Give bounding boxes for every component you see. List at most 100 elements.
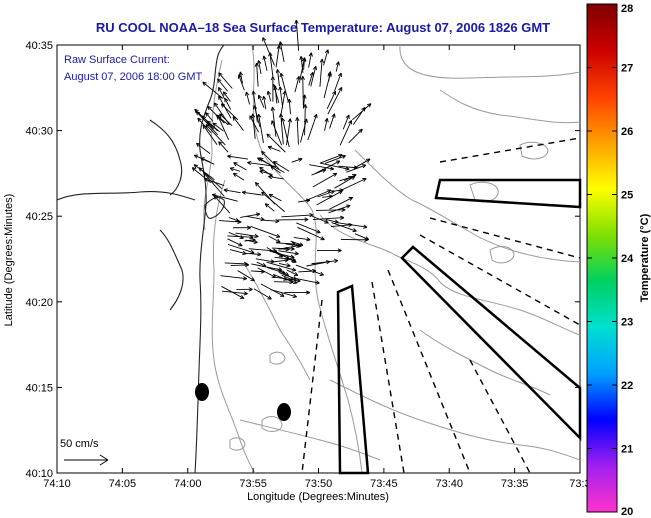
current-vector <box>308 52 313 68</box>
contour-inner-1 <box>211 179 256 474</box>
x-tick-label: 73:55 <box>239 478 267 490</box>
current-vector <box>227 243 255 254</box>
current-vector <box>315 160 341 174</box>
current-vector <box>298 57 306 84</box>
plot-frame <box>56 44 581 474</box>
current-vector <box>311 215 329 224</box>
current-vector <box>324 154 346 164</box>
current-vector <box>227 238 243 247</box>
radial-3 <box>387 269 471 474</box>
y-tick-label: 40:35 <box>25 40 53 52</box>
current-vector <box>340 237 369 242</box>
current-vector <box>335 61 340 72</box>
contour-shelf-5 <box>439 89 581 124</box>
current-vector <box>218 141 229 153</box>
x-tick-label: 73:40 <box>435 478 463 490</box>
colorbar-tick-label: 25 <box>621 190 633 202</box>
current-vector <box>297 226 325 241</box>
current-vector <box>259 166 274 177</box>
contour-blob-3 <box>489 246 515 264</box>
radial-1 <box>301 299 323 474</box>
current-vector <box>296 222 321 234</box>
current-vector <box>267 145 281 152</box>
current-vector <box>259 157 271 166</box>
coastline-land <box>56 191 196 201</box>
swath-horizontal <box>434 178 582 209</box>
current-vector <box>279 72 289 102</box>
current-vector <box>327 86 343 115</box>
current-vector <box>312 172 338 188</box>
current-vector <box>205 124 226 146</box>
radial-4 <box>419 234 581 326</box>
current-vector <box>203 172 225 197</box>
current-vector <box>198 167 223 190</box>
coastline-main <box>194 44 225 474</box>
current-vector <box>270 165 281 174</box>
current-vector <box>254 62 259 87</box>
contour-outer-2 <box>419 329 551 396</box>
x-tick-label: 73:35 <box>501 478 529 490</box>
current-vector <box>235 232 259 239</box>
current-vector <box>275 250 290 260</box>
current-vector <box>245 215 265 222</box>
current-vector <box>218 86 225 100</box>
current-vector <box>272 83 280 104</box>
current-vector <box>262 37 275 66</box>
current-vector <box>232 116 244 131</box>
contour-shelf-4 <box>319 214 581 336</box>
current-vector <box>263 218 280 224</box>
current-vector <box>329 113 336 129</box>
current-vector <box>352 103 372 121</box>
x-tick-label: 74:00 <box>174 478 202 490</box>
current-vector <box>241 190 262 196</box>
current-vector <box>299 56 304 73</box>
current-vector <box>240 212 261 218</box>
current-vector <box>237 270 255 282</box>
current-vector <box>294 75 301 93</box>
current-vector <box>291 157 303 163</box>
current-vector <box>323 49 330 66</box>
current-vector <box>270 106 277 137</box>
current-vector <box>329 196 354 210</box>
current-vector <box>224 261 248 266</box>
current-vector <box>233 162 247 171</box>
current-vector <box>250 113 256 139</box>
colorbar-tick-label: 24 <box>621 253 634 265</box>
current-vector <box>264 203 275 212</box>
current-vector <box>270 76 275 102</box>
contour-blob-4 <box>269 351 286 365</box>
contour-blob-6 <box>229 437 246 451</box>
current-vector <box>271 246 295 251</box>
current-vector <box>193 154 215 165</box>
current-vector <box>220 275 248 281</box>
current-vector <box>342 114 350 130</box>
current-vector <box>257 60 262 75</box>
current-vector <box>227 234 254 240</box>
current-vector <box>255 258 275 264</box>
current-vector <box>205 112 214 122</box>
current-vector <box>232 172 245 181</box>
current-vector <box>334 72 342 92</box>
current-vector <box>274 279 294 285</box>
current-vector <box>224 97 232 110</box>
swath-vertical <box>336 284 370 475</box>
colorbar-tick-label: 26 <box>621 126 633 138</box>
current-vector <box>341 178 367 191</box>
station-dot-1 <box>195 383 209 401</box>
x-axis: 74:10 74:05 74:00 73:55 73:50 73:45 73:40 73:35… <box>43 45 591 490</box>
surface-current-vectors <box>191 19 372 300</box>
current-vector <box>250 225 281 238</box>
current-vector <box>213 195 231 214</box>
y-axis: 40:35 40:30 40:25 40:20 40:15 40:10 <box>25 40 580 480</box>
plot-area: Raw Surface Current: August 07, 2006 18:… <box>56 19 582 475</box>
current-vector <box>260 283 285 297</box>
current-vector <box>316 190 343 206</box>
current-vector <box>233 225 251 230</box>
annotation-line-2: August 07, 2006 18:00 GMT <box>64 71 202 83</box>
current-vector <box>221 285 245 299</box>
current-vector <box>295 117 300 145</box>
x-tick-label: 73:50 <box>305 478 333 490</box>
current-vector <box>270 289 297 298</box>
current-vector <box>266 133 286 153</box>
